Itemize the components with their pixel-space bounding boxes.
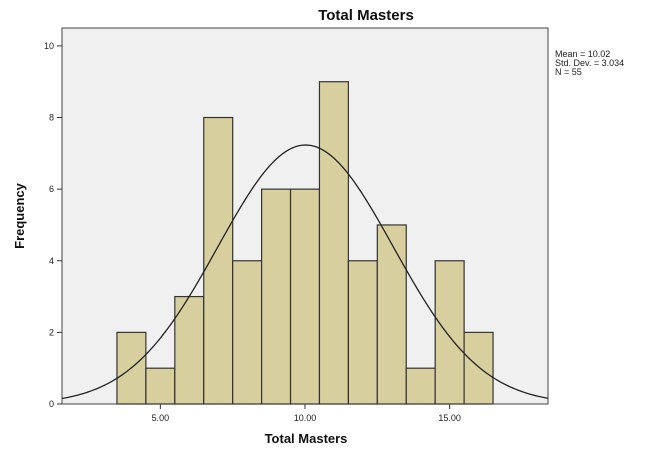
y-tick-label-4: 8 (49, 113, 54, 123)
normal-curve (61, 144, 549, 400)
histogram-bar-11 (434, 260, 465, 405)
histogram-bar-8 (347, 260, 378, 405)
bars-group (116, 81, 494, 405)
y-tick-label-5: 10 (44, 41, 54, 51)
x-tick-label-1: 10.00 (294, 413, 317, 423)
y-tick-label-3: 6 (49, 184, 54, 194)
histogram-bar-6 (289, 188, 321, 405)
x-tick-label-2: 15.00 (438, 413, 461, 423)
x-tick-label-0: 5.00 (152, 413, 170, 423)
y-tick-label-2: 4 (49, 256, 54, 266)
stats-std-dev: Std. Dev. = 3.034 (555, 58, 624, 68)
x-axis: 5.00 10.00 15.00 (152, 404, 461, 423)
stats-legend: Mean = 10.02 Std. Dev. = 3.034 N = 55 (555, 49, 624, 77)
histogram-bar-9 (376, 224, 407, 405)
histogram-bar-4 (232, 260, 263, 405)
y-tick-label-1: 2 (49, 327, 54, 337)
histogram-bar-12 (463, 331, 494, 405)
histogram-bar-3 (203, 116, 234, 405)
histogram-bar-5 (261, 188, 292, 405)
y-axis: 0 2 4 6 8 10 (44, 41, 62, 409)
histogram-bar-10 (405, 367, 436, 405)
histogram-bar-7 (318, 81, 349, 405)
stats-n: N = 55 (555, 67, 582, 77)
stats-mean: Mean = 10.02 (555, 49, 610, 59)
histogram-bar-1 (145, 367, 176, 405)
y-tick-label-0: 0 (49, 399, 54, 409)
histogram-bar-2 (174, 295, 205, 405)
y-axis-label: Frequency (12, 182, 27, 249)
chart-title: Total Masters (318, 7, 414, 24)
x-axis-label: Total Masters (265, 431, 348, 446)
